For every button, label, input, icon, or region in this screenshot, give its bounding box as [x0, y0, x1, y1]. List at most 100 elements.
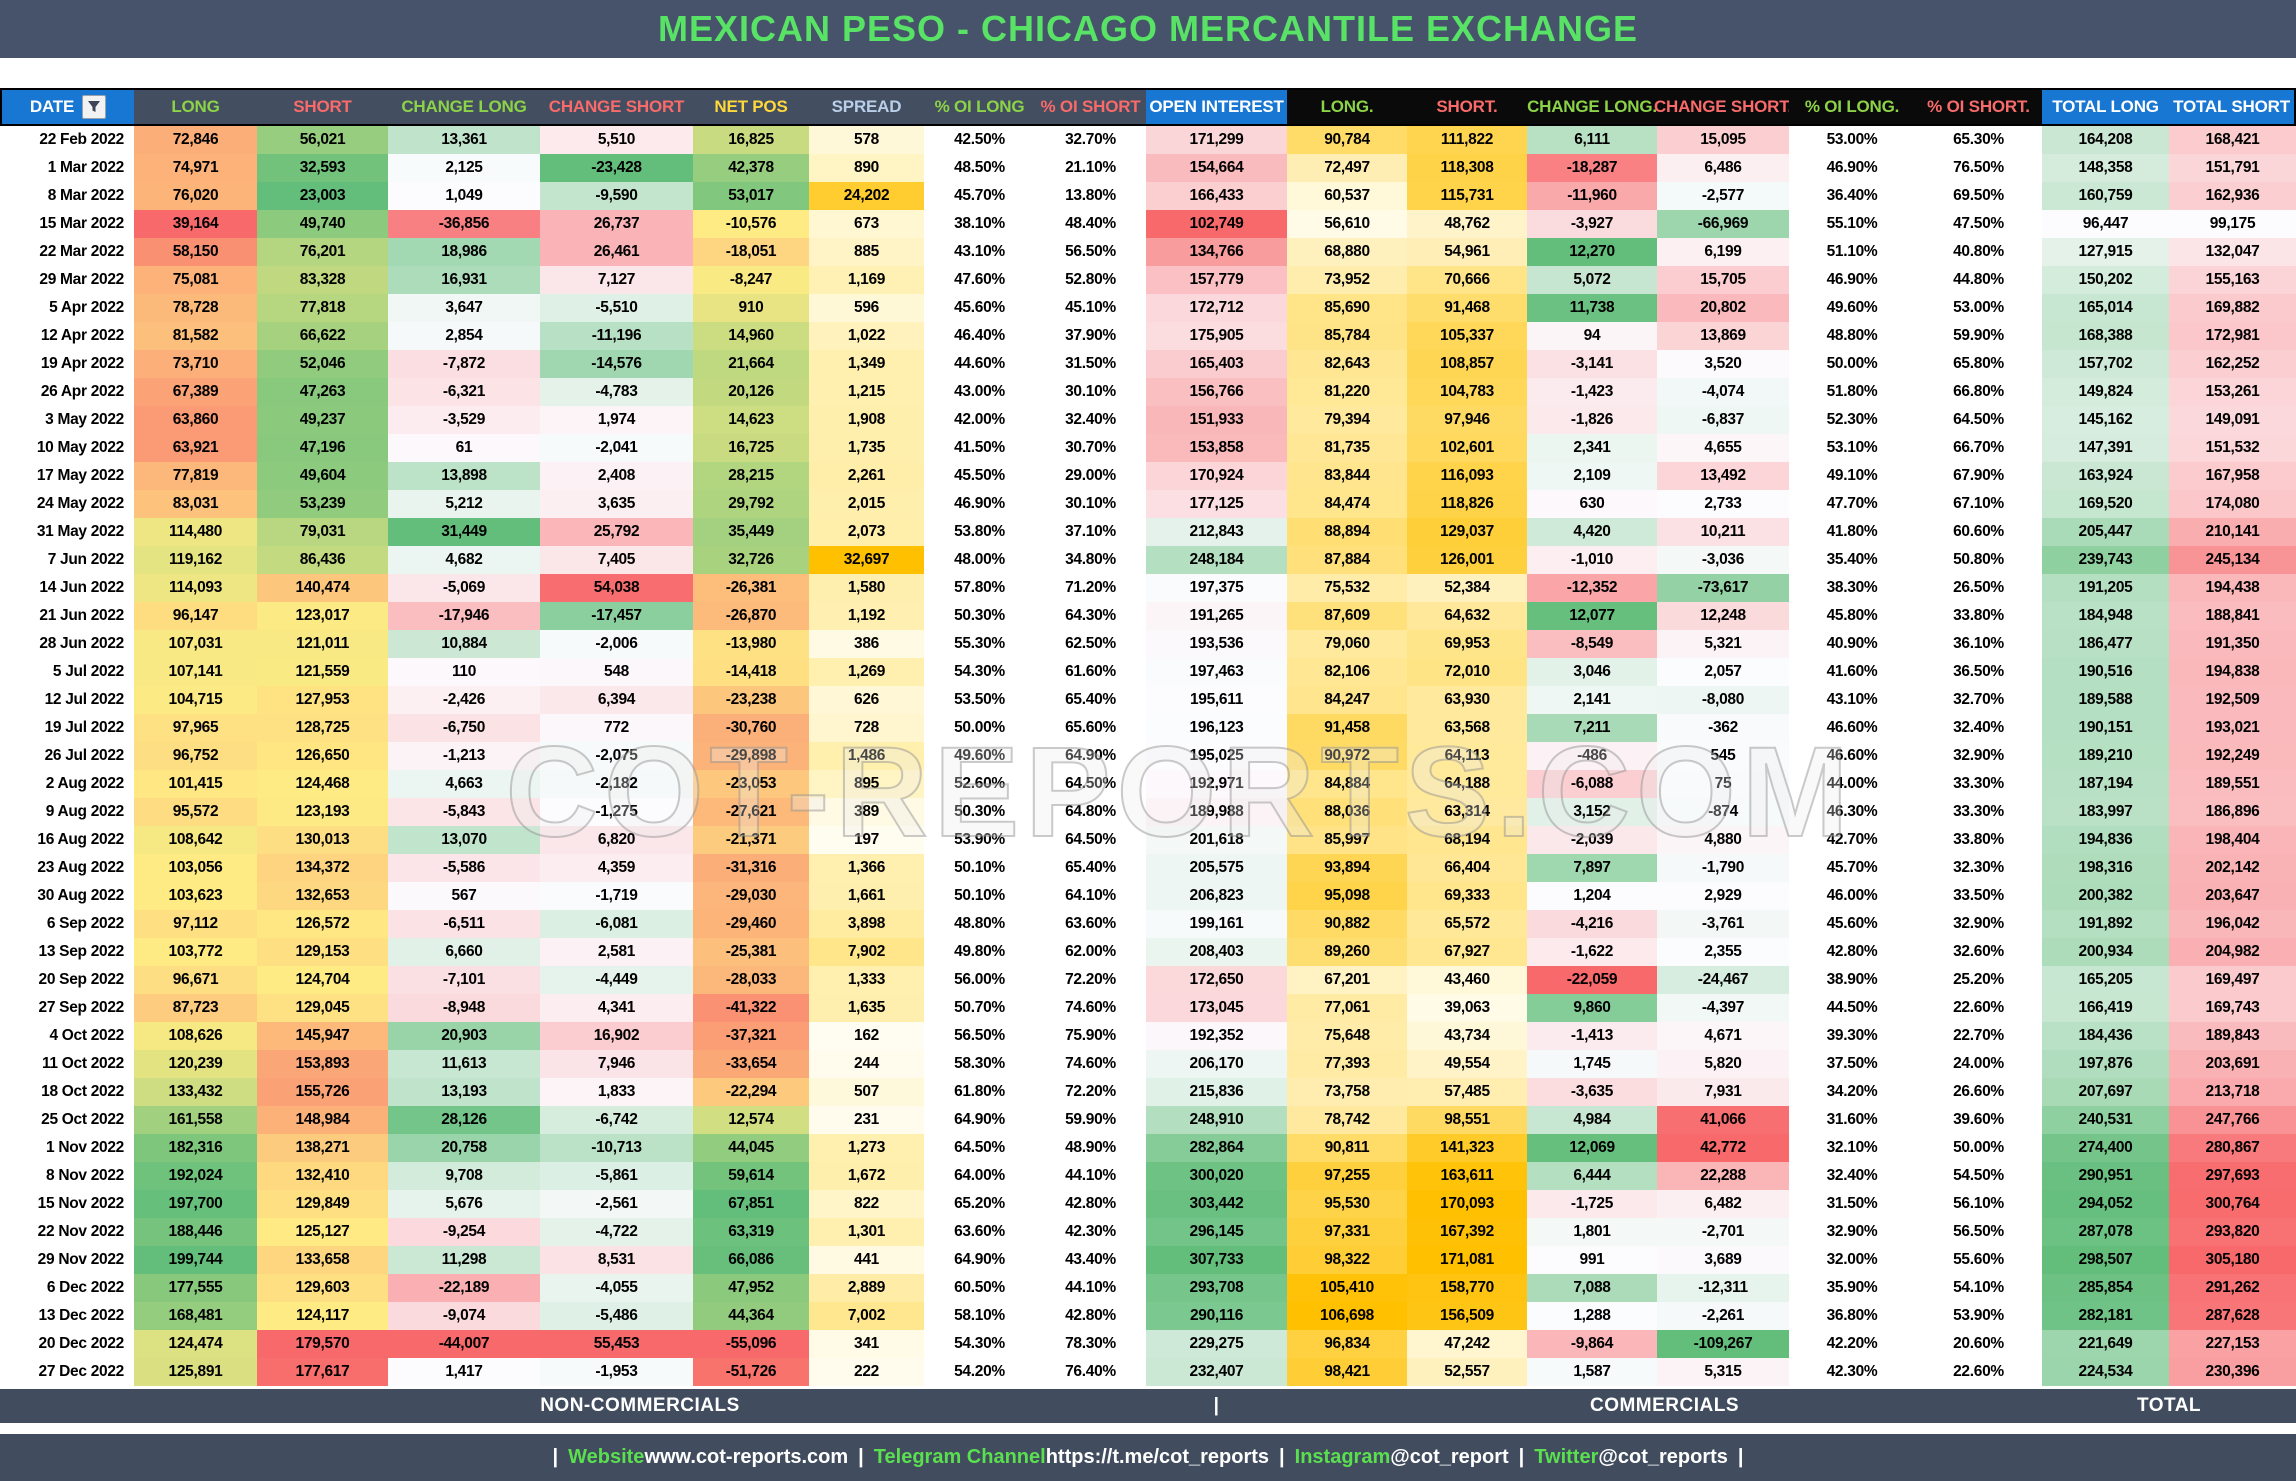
column-header-label: TOTAL SHORT	[2173, 97, 2290, 116]
cell-nc_change_short: -9,590	[540, 182, 693, 210]
date-filter-button[interactable]	[82, 95, 107, 119]
cell-open_interest: 172,712	[1146, 294, 1287, 322]
cell-c_change_short: -66,969	[1657, 210, 1789, 238]
cell-nc_change_long: 18,986	[388, 238, 540, 266]
cell-net_pos: 63,319	[693, 1218, 809, 1246]
cell-total_short: 189,551	[2169, 770, 2296, 798]
cell-nc_long: 197,700	[134, 1190, 257, 1218]
cell-nc_long: 76,020	[134, 182, 257, 210]
cell-nc_change_long: 28,126	[388, 1106, 540, 1134]
cell-total_short: 202,142	[2169, 854, 2296, 882]
cell-nc_long: 161,558	[134, 1106, 257, 1134]
cell-nc_long: 199,744	[134, 1246, 257, 1274]
cell-pct_oi_short: 64.30%	[1035, 602, 1146, 630]
cell-c_change_short: -24,467	[1657, 966, 1789, 994]
cell-total_short: 247,766	[2169, 1106, 2296, 1134]
date-cell: 18 Oct 2022	[0, 1078, 134, 1106]
cell-open_interest: 192,352	[1146, 1022, 1287, 1050]
cell-c_long: 82,106	[1287, 658, 1407, 686]
date-cell: 22 Mar 2022	[0, 238, 134, 266]
cell-nc_short: 177,617	[257, 1358, 388, 1386]
cell-net_pos: 14,623	[693, 406, 809, 434]
cell-c_pct_oi_long: 49.60%	[1789, 294, 1915, 322]
cell-c_change_long: 7,211	[1527, 714, 1657, 742]
cell-total_long: 205,447	[2042, 518, 2169, 546]
cell-nc_change_long: 11,613	[388, 1050, 540, 1078]
cell-pct_oi_short: 52.80%	[1035, 266, 1146, 294]
cell-net_pos: 47,952	[693, 1274, 809, 1302]
date-cell: 27 Dec 2022	[0, 1358, 134, 1386]
cell-spread: 1,192	[809, 602, 924, 630]
cell-nc_short: 140,474	[257, 574, 388, 602]
cell-c_short: 167,392	[1407, 1218, 1527, 1246]
cell-pct_oi_short: 32.70%	[1035, 126, 1146, 154]
cell-spread: 1,273	[809, 1134, 924, 1162]
cell-c_short: 69,333	[1407, 882, 1527, 910]
cell-pct_oi_long: 47.60%	[924, 266, 1035, 294]
date-cell: 9 Aug 2022	[0, 798, 134, 826]
cell-nc_change_short: -23,428	[540, 154, 693, 182]
cell-c_short: 116,093	[1407, 462, 1527, 490]
cell-pct_oi_long: 50.10%	[924, 854, 1035, 882]
cell-nc_long: 114,093	[134, 574, 257, 602]
cell-c_pct_oi_short: 64.50%	[1915, 406, 2042, 434]
cell-c_change_long: 5,072	[1527, 266, 1657, 294]
cell-c_change_long: -1,826	[1527, 406, 1657, 434]
cell-c_long: 73,758	[1287, 1078, 1407, 1106]
link-value[interactable]: www.cot-reports.com	[644, 1446, 849, 1468]
cell-nc_long: 103,772	[134, 938, 257, 966]
cell-total_short: 192,249	[2169, 742, 2296, 770]
cell-c_change_long: 1,745	[1527, 1050, 1657, 1078]
cell-c_change_long: -1,010	[1527, 546, 1657, 574]
cell-pct_oi_long: 56.00%	[924, 966, 1035, 994]
cell-nc_change_short: 4,359	[540, 854, 693, 882]
cell-spread: 578	[809, 126, 924, 154]
cell-spread: 2,073	[809, 518, 924, 546]
link-value[interactable]: @cot_reports	[1598, 1446, 1728, 1468]
cell-c_long: 68,880	[1287, 238, 1407, 266]
cell-c_pct_oi_long: 31.50%	[1789, 1190, 1915, 1218]
cell-total_short: 213,718	[2169, 1078, 2296, 1106]
cell-c_change_long: 7,897	[1527, 854, 1657, 882]
cell-c_pct_oi_long: 37.50%	[1789, 1050, 1915, 1078]
cell-net_pos: 59,614	[693, 1162, 809, 1190]
cell-open_interest: 156,766	[1146, 378, 1287, 406]
cell-c_short: 67,927	[1407, 938, 1527, 966]
cell-open_interest: 153,858	[1146, 434, 1287, 462]
cell-total_short: 245,134	[2169, 546, 2296, 574]
cell-total_long: 239,743	[2042, 546, 2169, 574]
cell-nc_change_long: 61	[388, 434, 540, 462]
cell-c_long: 84,247	[1287, 686, 1407, 714]
cell-c_short: 64,188	[1407, 770, 1527, 798]
link-value[interactable]: @cot_report	[1390, 1446, 1509, 1468]
cell-c_pct_oi_short: 25.20%	[1915, 966, 2042, 994]
column-header-label: TOTAL LONG	[2052, 97, 2159, 116]
cell-c_long: 85,690	[1287, 294, 1407, 322]
date-cell: 31 May 2022	[0, 518, 134, 546]
cell-c_short: 48,762	[1407, 210, 1527, 238]
cell-nc_short: 134,372	[257, 854, 388, 882]
cell-c_pct_oi_short: 67.90%	[1915, 462, 2042, 490]
cell-c_long: 75,532	[1287, 574, 1407, 602]
cell-c_long: 95,098	[1287, 882, 1407, 910]
cell-nc_change_long: 13,070	[388, 826, 540, 854]
cell-c_long: 82,643	[1287, 350, 1407, 378]
column-header-c_pct_oi_long: % OI LONG.	[1789, 88, 1915, 126]
cell-c_pct_oi_short: 32.60%	[1915, 938, 2042, 966]
cell-c_pct_oi_long: 55.10%	[1789, 210, 1915, 238]
links-footer-bar: | Website www.cot-reports.com | Telegram Ch…	[0, 1434, 2296, 1481]
cell-total_long: 221,649	[2042, 1330, 2169, 1358]
cell-pct_oi_long: 45.70%	[924, 182, 1035, 210]
cell-nc_change_short: 7,946	[540, 1050, 693, 1078]
cell-c_change_long: -3,635	[1527, 1078, 1657, 1106]
cell-pct_oi_short: 74.60%	[1035, 994, 1146, 1022]
cell-c_change_short: 2,355	[1657, 938, 1789, 966]
cell-c_long: 72,497	[1287, 154, 1407, 182]
cell-net_pos: -8,247	[693, 266, 809, 294]
cell-open_interest: 172,650	[1146, 966, 1287, 994]
cell-c_pct_oi_short: 65.30%	[1915, 126, 2042, 154]
link-label-website: Website	[568, 1446, 645, 1468]
cell-total_short: 162,936	[2169, 182, 2296, 210]
link-value[interactable]: https://t.me/cot_reports	[1045, 1446, 1270, 1468]
cell-nc_short: 23,003	[257, 182, 388, 210]
